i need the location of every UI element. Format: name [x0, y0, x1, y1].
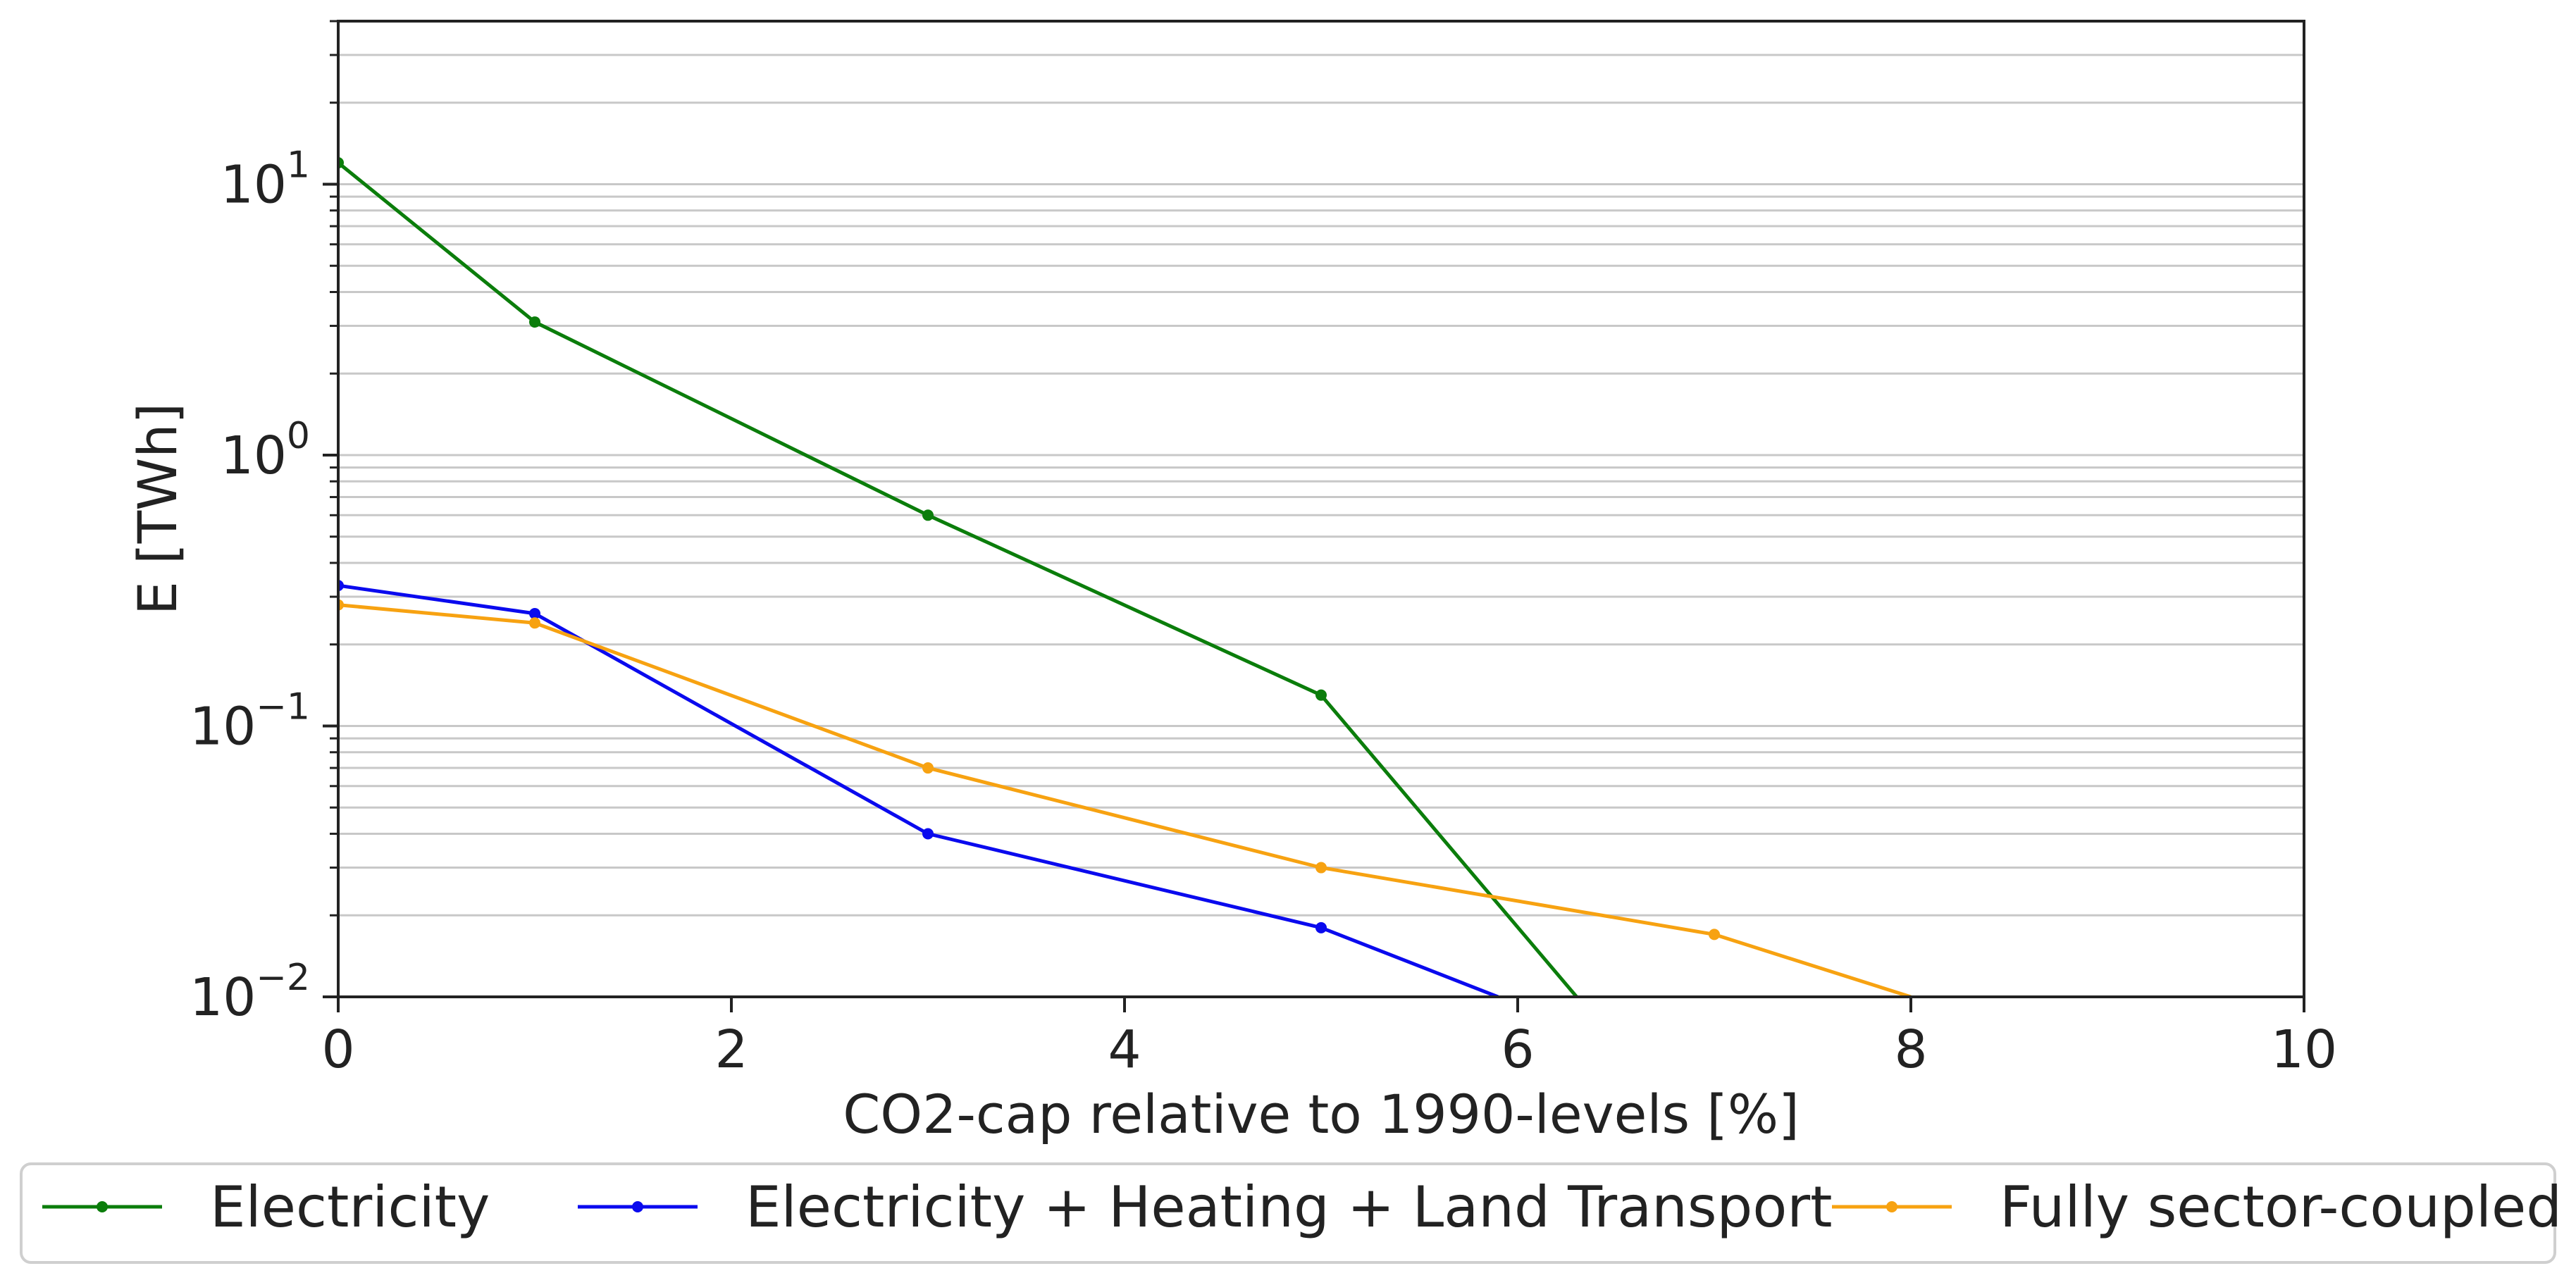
- y-tick-base: 10: [221, 154, 287, 215]
- legend-label: Fully sector-coupled: [2000, 1174, 2562, 1240]
- x-axis-label: CO2-cap relative to 1990-levels [%]: [843, 1083, 1800, 1146]
- data-point: [529, 617, 540, 629]
- data-point: [1315, 862, 1327, 874]
- x-tick-label: 0: [321, 1019, 354, 1080]
- y-tick-label: 10−2: [190, 957, 310, 1028]
- grid: [338, 20, 2304, 917]
- x-tick-label: 6: [1501, 1019, 1534, 1080]
- data-point: [529, 316, 540, 328]
- x-axis-ticks: 0 2 4 6 8 10: [321, 997, 2337, 1080]
- y-tick-base: 10: [190, 967, 256, 1028]
- data-point: [1709, 929, 1720, 941]
- x-tick-label: 2: [714, 1019, 748, 1080]
- legend-box: [20, 1162, 2556, 1264]
- y-axis-label: E [TWh]: [126, 403, 189, 615]
- data-point: [922, 828, 934, 840]
- data-point: [922, 762, 934, 774]
- data-point: [529, 607, 540, 619]
- data-point: [1315, 921, 1327, 933]
- x-tick-label: 4: [1108, 1019, 1141, 1080]
- legend-label: Electricity + Heating + Land Transport: [745, 1174, 1833, 1240]
- legend-marker: [97, 1201, 108, 1212]
- data-point: [1315, 689, 1327, 701]
- y-tick-base: 10: [221, 426, 287, 486]
- plot-frame: [337, 20, 2305, 998]
- legend-entry: Electricity + Heating + Land Transport: [578, 1174, 1833, 1240]
- y-tick-base: 10: [190, 696, 256, 757]
- y-tick-label: 101: [221, 144, 310, 215]
- series-line: [338, 161, 1578, 997]
- legend-label: Electricity: [210, 1174, 490, 1240]
- series-line: [338, 583, 1499, 997]
- series-2: [338, 599, 1912, 997]
- legend-entry: Electricity: [42, 1174, 490, 1240]
- series-layer: [338, 157, 1912, 997]
- y-tick-exponent: −1: [256, 685, 310, 728]
- legend: Electricity Electricity + Heating + Land …: [20, 1162, 2562, 1264]
- y-tick-exponent: 0: [287, 415, 310, 457]
- legend-marker: [632, 1201, 643, 1212]
- series-0: [338, 157, 1578, 997]
- y-tick-label: 100: [221, 415, 310, 486]
- legend-marker: [1886, 1201, 1897, 1212]
- x-tick-label: 10: [2271, 1019, 2337, 1080]
- y-tick-exponent: 1: [287, 144, 310, 186]
- data-point: [922, 509, 934, 521]
- series-line: [338, 603, 1912, 997]
- y-tick-exponent: −2: [256, 957, 310, 999]
- series-1: [338, 580, 1499, 997]
- legend-entry: Fully sector-coupled: [1832, 1174, 2562, 1240]
- y-tick-label: 10−1: [190, 685, 310, 757]
- x-tick-label: 8: [1894, 1019, 1927, 1080]
